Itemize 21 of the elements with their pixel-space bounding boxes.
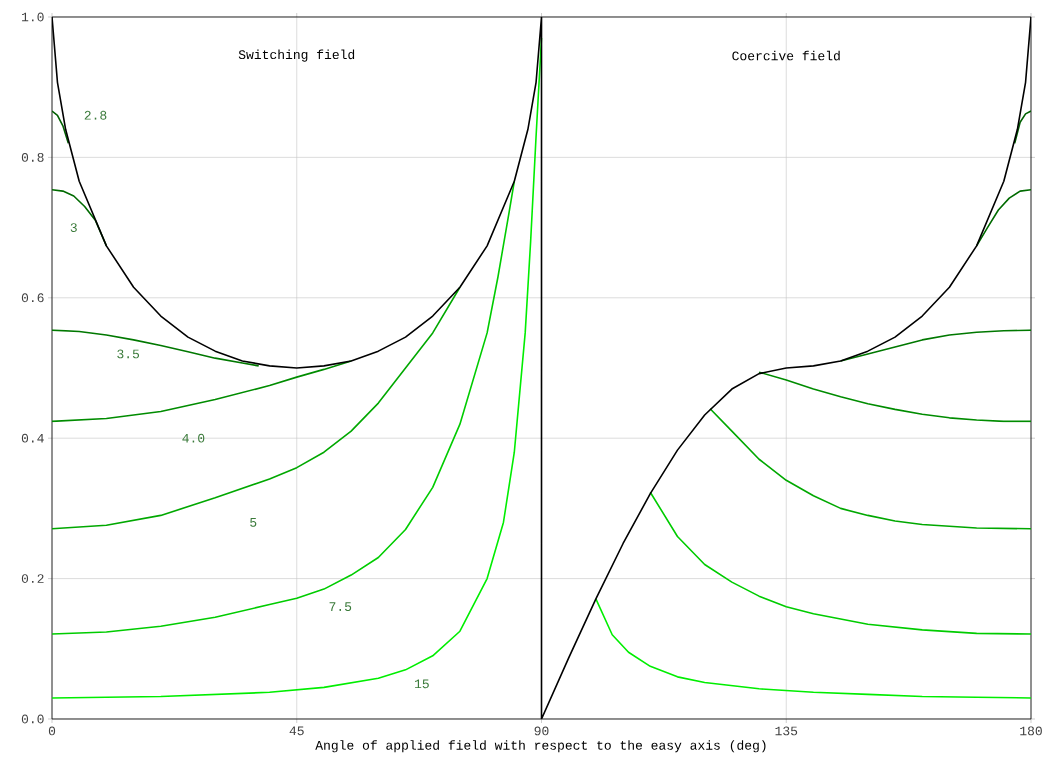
series-label: 2.8 xyxy=(84,110,107,120)
y-tick-label: 0.4 xyxy=(21,433,44,443)
annotation: Coercive field xyxy=(732,50,840,61)
annotation: Switching field xyxy=(238,49,355,62)
text: 5 xyxy=(250,518,257,527)
x-tick-label: 90 xyxy=(534,726,549,736)
x-tick-label: 45 xyxy=(289,726,304,736)
series-label: 15 xyxy=(414,679,429,689)
series-label: 7.5 xyxy=(329,602,352,612)
y-tick-label: 0.2 xyxy=(21,574,44,583)
x-tick-label: 135 xyxy=(775,726,798,736)
y-tick-label: 1.0 xyxy=(22,12,44,22)
y-tick-label: 0.6 xyxy=(21,293,44,303)
series-label: 3 xyxy=(70,223,77,232)
text: 4.0 xyxy=(182,433,205,443)
x-tick-label: 0 xyxy=(48,726,56,736)
y-tick-label: 0.8 xyxy=(21,152,44,162)
y-tick-label: 0.0 xyxy=(21,714,44,724)
x-axis-title: Angle of applied field with respect to the easy axis (deg) xyxy=(315,740,766,753)
series-label: 3.5 xyxy=(117,349,140,359)
x-tick-label: 180 xyxy=(1020,726,1042,736)
